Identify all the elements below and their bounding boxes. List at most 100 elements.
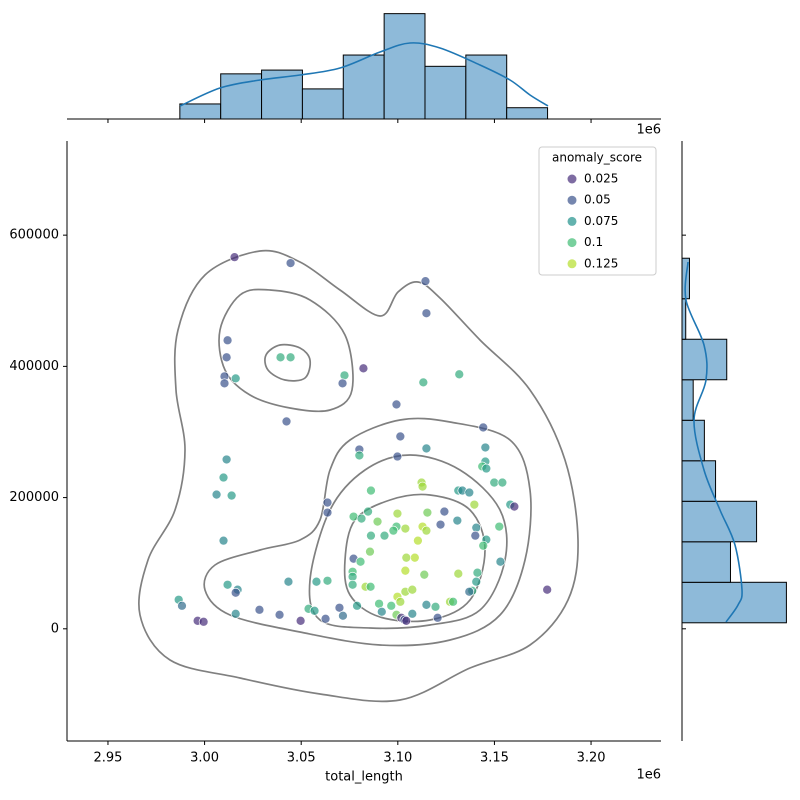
point <box>230 587 241 598</box>
point <box>452 515 463 526</box>
point <box>420 276 431 286</box>
point <box>226 490 237 501</box>
point <box>497 477 508 488</box>
point <box>283 576 294 587</box>
point <box>309 605 320 616</box>
point <box>439 506 450 517</box>
kde-contour <box>203 417 532 647</box>
point <box>400 565 411 576</box>
point <box>391 399 402 410</box>
point <box>211 489 222 500</box>
point <box>254 604 265 615</box>
legend-label: 0.125 <box>584 256 618 270</box>
point <box>400 523 411 534</box>
point <box>430 601 441 612</box>
point <box>295 615 306 626</box>
x-tick-label: 3.05 <box>287 751 316 766</box>
hist-bar <box>301 88 344 120</box>
legend-label: 0.1 <box>584 235 603 249</box>
y-tick-label: 200000 <box>9 490 59 505</box>
offset-text: 1e6 <box>636 768 661 783</box>
point <box>478 422 489 433</box>
point <box>489 477 500 488</box>
point <box>339 370 350 381</box>
legend-label: 0.025 <box>584 172 618 186</box>
point <box>366 485 376 496</box>
x-tick-label: 3.10 <box>383 751 412 766</box>
point <box>222 579 233 590</box>
y-tick-label: 400000 <box>9 359 59 374</box>
point <box>311 576 322 587</box>
point <box>229 252 240 262</box>
point <box>494 521 505 532</box>
hist-bar <box>506 107 549 120</box>
point <box>352 600 362 611</box>
point <box>418 377 429 388</box>
point <box>322 575 333 586</box>
point <box>481 463 492 474</box>
point <box>464 586 475 597</box>
point <box>417 481 428 492</box>
point <box>478 540 489 551</box>
point <box>348 511 359 522</box>
point <box>222 335 233 346</box>
x-tick-label: 3.00 <box>190 751 219 766</box>
point <box>409 552 420 563</box>
point <box>469 499 480 510</box>
point <box>366 530 376 541</box>
hist-bar <box>179 103 222 120</box>
point <box>338 610 348 621</box>
point <box>392 451 403 462</box>
point <box>421 308 432 319</box>
legend-title: anomaly_score <box>552 151 642 165</box>
point <box>221 454 232 465</box>
offset-text: 1e6 <box>636 123 661 138</box>
point <box>372 516 383 527</box>
point <box>281 416 292 427</box>
point <box>274 609 285 620</box>
kde-contours <box>138 249 579 703</box>
kde-contour <box>264 343 312 382</box>
point <box>448 596 458 607</box>
point <box>347 579 358 590</box>
kde-curve <box>179 42 549 107</box>
point <box>471 576 482 587</box>
point <box>322 497 333 508</box>
point <box>421 525 432 536</box>
point <box>464 487 475 498</box>
legend-marker <box>567 238 577 248</box>
legend-marker <box>567 174 577 184</box>
point <box>356 513 367 524</box>
point <box>421 599 432 610</box>
legend-label: 0.075 <box>584 214 618 228</box>
point <box>421 443 432 454</box>
point <box>363 506 373 517</box>
hist-bar <box>681 379 694 421</box>
x-tick-label: 3.15 <box>480 751 509 766</box>
point <box>275 352 286 363</box>
point <box>285 258 296 268</box>
point <box>218 535 229 546</box>
point <box>407 584 418 595</box>
point <box>435 519 446 530</box>
point <box>480 442 491 453</box>
point <box>374 598 384 609</box>
x-tick-label: 3.20 <box>577 751 606 766</box>
point <box>413 535 423 546</box>
point <box>419 569 430 580</box>
point <box>177 600 187 611</box>
point <box>221 352 232 363</box>
point <box>230 373 241 384</box>
point <box>470 530 481 541</box>
point <box>392 508 403 519</box>
kde-contour <box>308 454 508 630</box>
point <box>542 584 553 595</box>
kde-curve <box>684 261 743 623</box>
point <box>407 608 418 619</box>
hist-bar <box>681 298 687 340</box>
point <box>198 616 209 627</box>
point <box>388 525 399 536</box>
point <box>386 600 397 611</box>
point <box>358 363 369 374</box>
